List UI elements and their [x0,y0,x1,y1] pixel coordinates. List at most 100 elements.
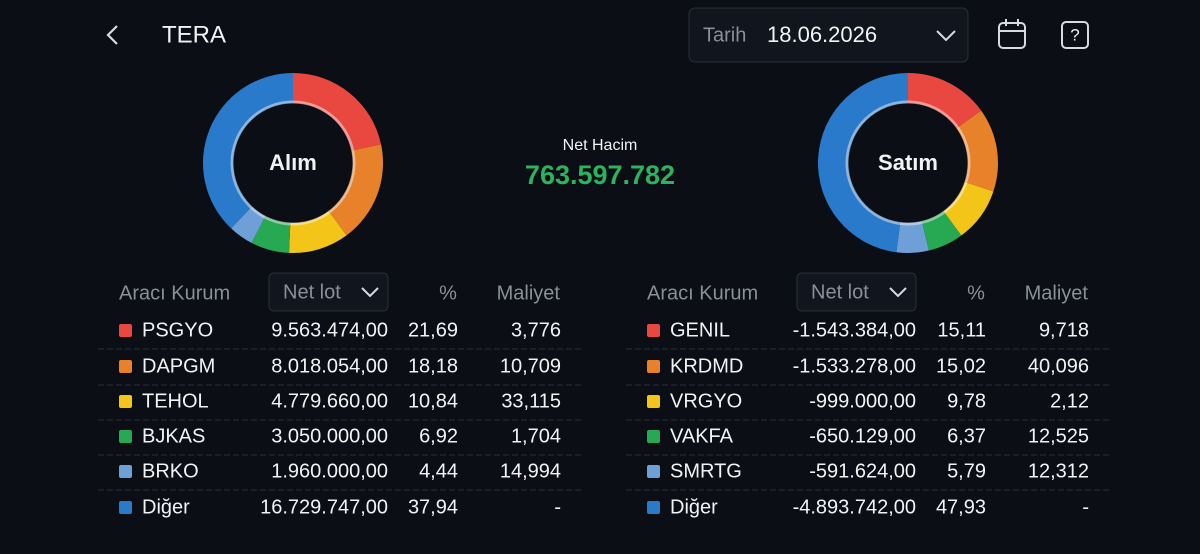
legend-swatch [119,465,132,478]
percent: 10,84 [408,390,458,412]
net-lot: 3.050.000,00 [271,425,388,447]
legend-swatch [647,430,660,443]
date-label: Tarih [703,24,746,46]
broker-name: PSGYO [142,319,213,341]
donut-hole [234,104,352,222]
page-title: TERA [162,21,226,48]
donut-segment [896,221,929,253]
net-lot-dropdown[interactable] [268,272,389,312]
column-header: % [967,282,985,304]
net-lot: 4.779.660,00 [271,390,388,412]
summary-label: Net Hacim [563,137,638,154]
broker-name: Diğer [142,496,190,518]
percent: 18,18 [408,355,458,377]
donut-segment [956,110,998,192]
cost: 12,525 [1028,425,1089,447]
net-lot: -1.533.278,00 [793,355,916,377]
cost: 2,12 [1050,390,1089,412]
net-lot: -650.129,00 [809,425,916,447]
svg-text:?: ? [1070,25,1079,44]
date-dropdown-icon [936,30,956,42]
legend-swatch [119,324,132,337]
donut-hole [849,104,967,222]
donut-segment [202,73,293,229]
broker-name: DAPGM [142,355,215,377]
legend-swatch [119,360,132,373]
percent: 4,44 [419,460,458,482]
broker-name: KRDMD [670,355,743,377]
percent: 6,37 [947,425,986,447]
date-picker[interactable] [688,7,969,63]
broker-name: TEHOL [142,390,209,412]
dropdown-icon [361,287,379,298]
cost: 10,709 [500,355,561,377]
column-header: Net lot [811,281,869,303]
percent: 9,78 [947,390,986,412]
broker-name: GENIL [670,319,730,341]
donut-segment [908,73,982,129]
net-lot: -4.893.742,00 [793,496,916,518]
legend-swatch [647,360,660,373]
summary-value: 763.597.782 [525,160,675,190]
legend-swatch [119,430,132,443]
donut-segment [251,216,291,253]
percent: 21,69 [408,319,458,341]
percent: 15,11 [937,319,986,341]
broker-name: BRKO [142,460,199,482]
donut-segment [289,211,347,253]
dropdown-icon [889,287,907,298]
legend-swatch [119,501,132,514]
net-lot: 8.018.054,00 [271,355,388,377]
percent: 5,79 [947,460,986,482]
net-lot: -1.543.384,00 [793,319,916,341]
broker-name: Diğer [670,496,718,518]
donut-segment [818,73,908,253]
column-header: Aracı Kurum [647,282,758,304]
broker-name: BJKAS [142,425,205,447]
net-lot-dropdown[interactable] [796,272,917,312]
donut-segment [293,73,382,151]
net-lot: 16.729.747,00 [260,496,388,518]
net-lot: -591.624,00 [809,460,916,482]
column-header: Net lot [283,281,341,303]
calendar-button[interactable] [998,19,1026,49]
donut-segment [328,144,383,236]
cost: 33,115 [501,390,561,412]
donut-label: Alım [269,150,317,175]
cost: 3,776 [511,319,561,341]
net-lot: -999.000,00 [809,390,916,412]
column-header: % [439,282,457,304]
cost: - [1082,496,1089,518]
back-button[interactable] [106,25,118,45]
column-header: Aracı Kurum [119,282,230,304]
cost: 40,096 [1028,355,1089,377]
column-header: Maliyet [1025,282,1089,304]
cost: - [554,496,561,518]
donut-inner-ring [845,100,971,226]
donut-segment [921,211,962,251]
help-button[interactable]: ? [1061,21,1089,49]
legend-swatch [647,324,660,337]
legend-swatch [647,465,660,478]
cost: 9,718 [1039,319,1089,341]
broker-name: VAKFA [670,425,734,447]
broker-name: VRGYO [670,390,742,412]
broker-name: SMRTG [670,460,742,482]
legend-swatch [647,395,660,408]
donut-segment [943,182,994,236]
cost: 14,994 [500,460,561,482]
column-header: Maliyet [497,282,561,304]
legend-swatch [119,395,132,408]
legend-swatch [647,501,660,514]
date-value: 18.06.2026 [767,22,877,47]
cost: 12,312 [1028,460,1089,482]
net-lot: 1.960.000,00 [271,460,388,482]
cost: 1,704 [511,425,561,447]
percent: 6,92 [419,425,458,447]
donut-inner-ring [230,100,356,226]
net-lot: 9.563.474,00 [271,319,388,341]
donut-segment [231,206,266,243]
percent: 47,93 [936,496,986,518]
